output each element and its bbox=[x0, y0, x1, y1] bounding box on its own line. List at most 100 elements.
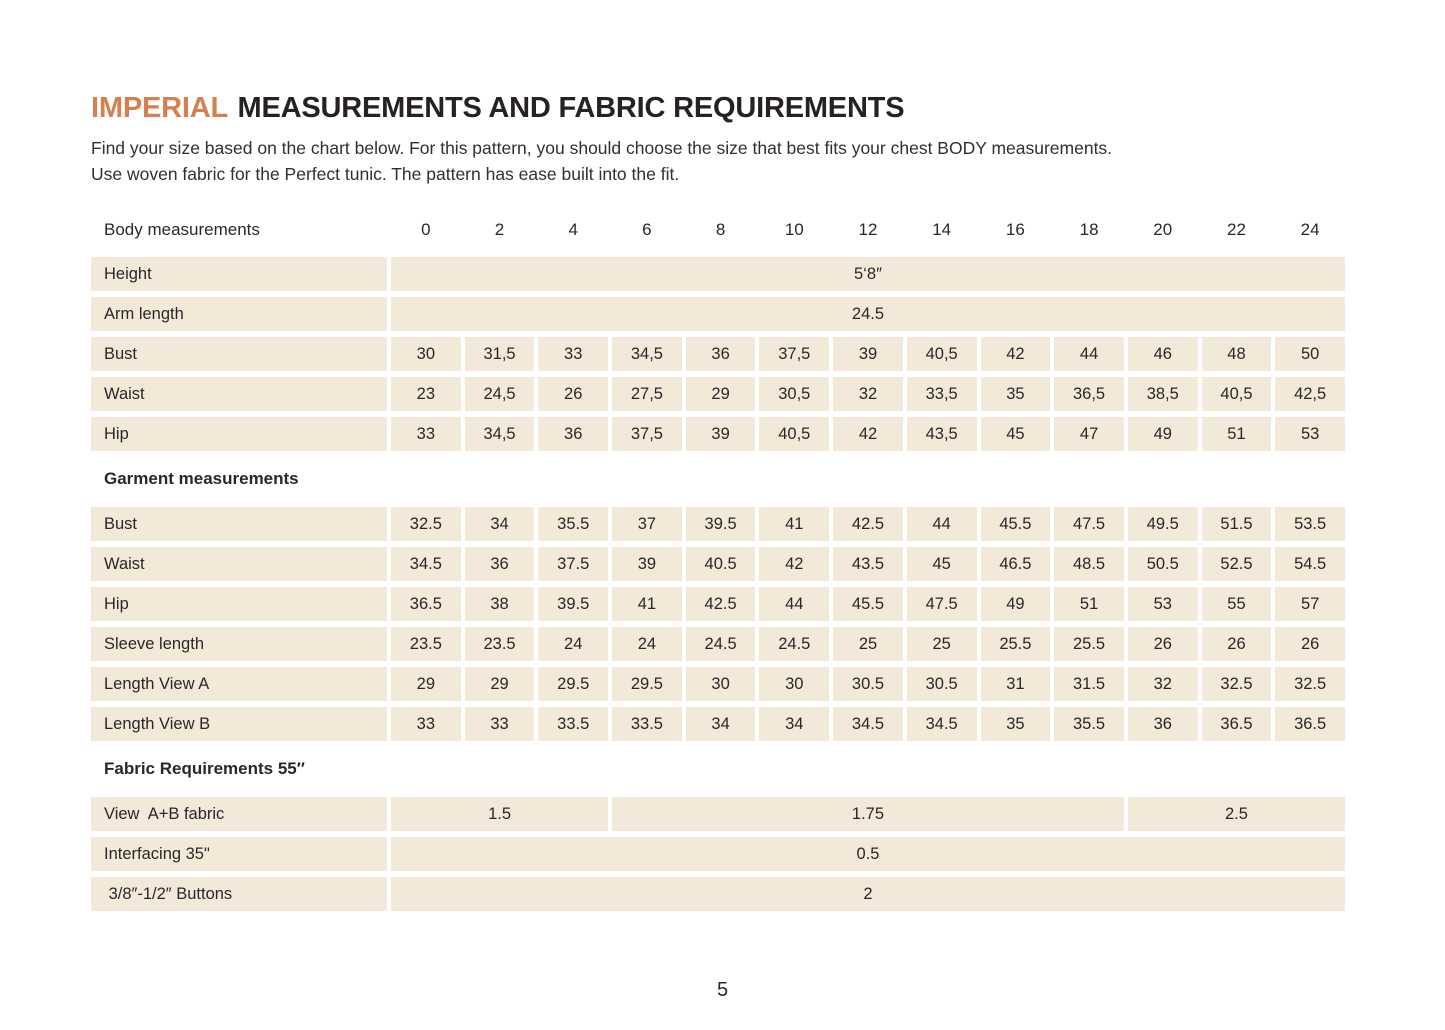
table-cell: 32 bbox=[833, 377, 903, 411]
table-cell: 45.5 bbox=[980, 507, 1051, 541]
table-cell: 25.5 bbox=[1054, 627, 1124, 661]
size-column-header: 16 bbox=[1005, 220, 1025, 239]
table-cell: 52.5 bbox=[1201, 547, 1272, 581]
row-label: Height bbox=[91, 257, 387, 291]
table-cell: 49.5 bbox=[1127, 507, 1198, 541]
table-cell: 32.5 bbox=[391, 507, 461, 541]
size-column-header: 2 bbox=[494, 220, 505, 239]
table-cell: 49 bbox=[980, 587, 1051, 621]
table-cell: 36.5 bbox=[1201, 707, 1272, 741]
table-cell: 35.5 bbox=[538, 507, 609, 541]
table-cell: 30.5 bbox=[833, 667, 903, 701]
table-cell: 40.5 bbox=[685, 547, 756, 581]
table-cell: 1.75 bbox=[612, 797, 1124, 831]
table-cell: 24 bbox=[612, 627, 682, 661]
table-cell: 44 bbox=[1054, 337, 1124, 371]
size-column-header: 6 bbox=[642, 220, 652, 239]
table-cell: 36 bbox=[464, 547, 535, 581]
table-cell: 25.5 bbox=[980, 627, 1051, 661]
table-cell: 38 bbox=[464, 587, 535, 621]
table-cell: 54.5 bbox=[1275, 547, 1345, 581]
table-cell: 29 bbox=[685, 377, 756, 411]
row-label: Bust bbox=[91, 337, 387, 371]
table-cell: 48.5 bbox=[1054, 547, 1124, 581]
table-cell: 46.5 bbox=[980, 547, 1051, 581]
table-cell: 40,5 bbox=[759, 417, 830, 451]
row-label: Sleeve length bbox=[91, 627, 387, 661]
table-cell: 27,5 bbox=[612, 377, 682, 411]
table-cell: 45.5 bbox=[833, 587, 903, 621]
table-cell: 25 bbox=[833, 627, 903, 661]
table-cell: 30,5 bbox=[759, 377, 830, 411]
table-cell: 44 bbox=[906, 507, 977, 541]
table-cell: 37,5 bbox=[612, 417, 682, 451]
table-cell: 32.5 bbox=[1201, 667, 1272, 701]
table-cell: 29.5 bbox=[612, 667, 682, 701]
table-cell: 31.5 bbox=[1054, 667, 1124, 701]
table-cell: 24,5 bbox=[464, 377, 535, 411]
table-cell: 30.5 bbox=[906, 667, 977, 701]
section-header: Fabric Requirements 55″ bbox=[104, 759, 305, 778]
table-cell: 36,5 bbox=[1054, 377, 1124, 411]
table-cell: 51 bbox=[1054, 587, 1124, 621]
table-cell: 34 bbox=[685, 707, 756, 741]
table-cell: 39.5 bbox=[685, 507, 756, 541]
table-cell: 23.5 bbox=[464, 627, 535, 661]
table-cell: 35.5 bbox=[1054, 707, 1124, 741]
table-cell: 34,5 bbox=[612, 337, 682, 371]
intro-text: Find your size based on the chart below.… bbox=[91, 135, 1345, 187]
table-cell: 53.5 bbox=[1275, 507, 1345, 541]
size-column-header: 8 bbox=[715, 220, 726, 239]
table-cell: 0.5 bbox=[391, 837, 1345, 871]
table-cell: 29 bbox=[391, 667, 461, 701]
table-cell: 43,5 bbox=[906, 417, 977, 451]
table-cell: 31 bbox=[980, 667, 1051, 701]
row-label: Bust bbox=[91, 507, 387, 541]
table-cell: 50 bbox=[1275, 337, 1345, 371]
row-label: Hip bbox=[91, 417, 387, 451]
table-cell: 39.5 bbox=[538, 587, 609, 621]
table-cell: 42 bbox=[759, 547, 830, 581]
table-cell: 25 bbox=[906, 627, 977, 661]
table-cell: 33.5 bbox=[612, 707, 682, 741]
row-label: Length View B bbox=[91, 707, 387, 741]
table-cell: 33 bbox=[391, 417, 461, 451]
table-cell: 51 bbox=[1201, 417, 1272, 451]
size-column-header: 12 bbox=[858, 220, 878, 239]
table-cell: 1.5 bbox=[391, 797, 609, 831]
table-cell: 32.5 bbox=[1275, 667, 1345, 701]
table-cell: 47.5 bbox=[1054, 507, 1124, 541]
table-cell: 24.5 bbox=[759, 627, 830, 661]
page-title: IMPERIAL MEASUREMENTS AND FABRIC REQUIREM… bbox=[91, 92, 1345, 125]
table-cell: 30 bbox=[685, 667, 756, 701]
page-content: IMPERIAL MEASUREMENTS AND FABRIC REQUIREM… bbox=[91, 92, 1345, 911]
table-cell: 40,5 bbox=[1201, 377, 1272, 411]
table-cell: 29.5 bbox=[538, 667, 609, 701]
table-cell: 24 bbox=[538, 627, 609, 661]
table-cell: 41 bbox=[759, 507, 830, 541]
table-cell: 53 bbox=[1275, 417, 1345, 451]
table-cell: 26 bbox=[1201, 627, 1272, 661]
row-label: Interfacing 35" bbox=[91, 837, 387, 871]
size-column-header: 22 bbox=[1226, 220, 1246, 239]
table-cell: 34,5 bbox=[464, 417, 535, 451]
size-column-header: 24 bbox=[1300, 220, 1320, 239]
table-cell: 30 bbox=[759, 667, 830, 701]
table-cell: 34.5 bbox=[391, 547, 461, 581]
table-cell: 38,5 bbox=[1127, 377, 1198, 411]
table-cell: 40,5 bbox=[906, 337, 977, 371]
page-title-rest: MEASUREMENTS AND FABRIC REQUIREMENTS bbox=[237, 92, 905, 124]
size-column-header: 20 bbox=[1153, 220, 1173, 239]
intro-line-1: Find your size based on the chart below.… bbox=[91, 138, 1113, 158]
table-cell: 57 bbox=[1275, 587, 1345, 621]
row-label: 3/8″-1/2″ Buttons bbox=[91, 877, 387, 911]
row-label: Arm length bbox=[91, 297, 387, 331]
table-cell: 26 bbox=[1127, 627, 1198, 661]
size-column-header: 4 bbox=[568, 220, 578, 239]
table-cell: 42,5 bbox=[1275, 377, 1345, 411]
table-cell: 49 bbox=[1127, 417, 1198, 451]
table-cell: 41 bbox=[612, 587, 682, 621]
table-cell: 29 bbox=[464, 667, 535, 701]
table-cell: 23.5 bbox=[391, 627, 461, 661]
table-cell: 32 bbox=[1127, 667, 1198, 701]
